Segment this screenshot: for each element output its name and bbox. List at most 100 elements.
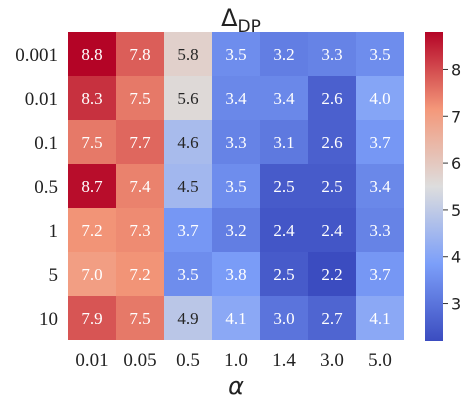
y-tick-label: 0.01	[25, 89, 58, 110]
cell-value-label: 7.7	[129, 133, 151, 152]
heatmap-cell	[116, 120, 164, 164]
heatmap-cell	[116, 296, 164, 340]
heatmap-cell	[308, 252, 356, 296]
cell-value-label: 7.5	[129, 89, 150, 108]
y-tick-label: 0.001	[15, 45, 58, 66]
y-tick-labels: 0.001 0.01 0.1 0.5 1 5 10	[15, 45, 58, 330]
heatmap-cell	[212, 252, 260, 296]
colorbar-tick-label: 6	[451, 154, 461, 173]
cell-value-label: 7.9	[81, 309, 102, 328]
heatmap-cell	[68, 32, 116, 76]
cell-value-label: 3.4	[273, 89, 295, 108]
heatmap-cell	[308, 164, 356, 208]
heatmap-cell	[116, 164, 164, 208]
colorbar-tick-label: 4	[451, 248, 461, 267]
heatmap-cell	[164, 120, 212, 164]
cell-value-label: 7.0	[81, 265, 102, 284]
heatmap-cell	[164, 76, 212, 120]
cell-value-label: 5.6	[177, 89, 198, 108]
cell-value-label: 7.3	[129, 221, 150, 240]
heatmap-cell	[164, 32, 212, 76]
cell-value-label: 3.7	[177, 221, 199, 240]
heatmap-cell	[308, 76, 356, 120]
heatmap-cell	[356, 32, 404, 76]
heatmap-cell	[260, 208, 308, 252]
cell-value-label: 3.7	[369, 133, 391, 152]
heatmap-cell	[116, 252, 164, 296]
x-tick-label: 3.0	[320, 350, 344, 371]
cell-value-label: 3.0	[273, 309, 294, 328]
cell-value-label: 3.1	[273, 133, 294, 152]
cell-value-label: 3.2	[273, 45, 294, 64]
heatmap-cell	[212, 296, 260, 340]
heatmap-cell	[164, 208, 212, 252]
cell-value-label: 4.9	[177, 309, 198, 328]
cell-value-label: 8.7	[81, 177, 103, 196]
cell-value-label: 3.2	[225, 221, 246, 240]
heatmap-cell	[68, 76, 116, 120]
heatmap-cell	[68, 164, 116, 208]
cell-value-label: 2.4	[321, 221, 343, 240]
cell-value-label: 7.5	[129, 309, 150, 328]
heatmap-cell	[308, 32, 356, 76]
cell-value-label: 3.8	[225, 265, 246, 284]
heatmap-cell	[212, 164, 260, 208]
colorbar-ticks: 3 4 5 6 7 8	[443, 60, 461, 314]
cell-value-label: 3.5	[225, 45, 246, 64]
heatmap-cell	[116, 76, 164, 120]
heatmap-cell	[260, 164, 308, 208]
heatmap-cell	[164, 252, 212, 296]
heatmap-cell	[68, 120, 116, 164]
cell-value-label: 3.7	[369, 265, 391, 284]
heatmap-cell	[260, 76, 308, 120]
heatmap-cell	[68, 252, 116, 296]
heatmap-cell	[356, 252, 404, 296]
y-tick-label: 5	[49, 265, 59, 286]
colorbar-tick-label: 8	[451, 60, 461, 79]
y-tick-label: 1	[49, 221, 59, 242]
x-tick-label: 0.05	[123, 350, 156, 371]
heatmap-cell	[356, 164, 404, 208]
x-tick-label: 0.01	[75, 350, 108, 371]
x-tick-label: 1.4	[272, 350, 296, 371]
heatmap-cell-labels: 8.8 7.8 5.8 3.5 3.2 3.3 3.5 8.3 7.5 5.6 3.4 3.4 2.6 4…	[81, 45, 391, 328]
heatmap-cell	[212, 208, 260, 252]
cell-value-label: 3.3	[321, 45, 342, 64]
cell-value-label: 3.5	[225, 177, 246, 196]
cell-value-label: 8.3	[81, 89, 102, 108]
heatmap-cell	[68, 208, 116, 252]
cell-value-label: 4.6	[177, 133, 198, 152]
cell-value-label: 4.1	[225, 309, 246, 328]
cell-value-label: 2.5	[321, 177, 342, 196]
y-tick-label: 10	[39, 309, 58, 330]
heatmap-cell	[308, 208, 356, 252]
x-tick-label: 1.0	[224, 350, 248, 371]
heatmap-cell	[260, 296, 308, 340]
heatmap-cell	[164, 164, 212, 208]
heatmap-cell	[164, 296, 212, 340]
heatmap-cell	[356, 296, 404, 340]
heatmap-cells	[68, 32, 404, 340]
cell-value-label: 4.0	[369, 89, 390, 108]
cell-value-label: 7.5	[81, 133, 102, 152]
heatmap-cell	[260, 120, 308, 164]
cell-value-label: 7.2	[129, 265, 150, 284]
cell-value-label: 3.5	[369, 45, 390, 64]
heatmap-cell	[116, 32, 164, 76]
cell-value-label: 3.5	[177, 265, 198, 284]
cell-value-label: 2.4	[273, 221, 295, 240]
y-tick-label: 0.1	[34, 133, 58, 154]
y-tick-label: 0.5	[34, 177, 58, 198]
heatmap-cell	[260, 32, 308, 76]
cell-value-label: 4.5	[177, 177, 198, 196]
cell-value-label: 3.3	[369, 221, 390, 240]
cell-value-label: 4.1	[369, 309, 390, 328]
colorbar	[425, 32, 443, 341]
heatmap-cell	[68, 296, 116, 340]
cell-value-label: 2.5	[273, 177, 294, 196]
heatmap-cell	[356, 208, 404, 252]
x-tick-label: 0.5	[176, 350, 200, 371]
cell-value-label: 7.8	[129, 45, 150, 64]
cell-value-label: 7.2	[81, 221, 102, 240]
colorbar-tick-label: 3	[451, 295, 461, 314]
